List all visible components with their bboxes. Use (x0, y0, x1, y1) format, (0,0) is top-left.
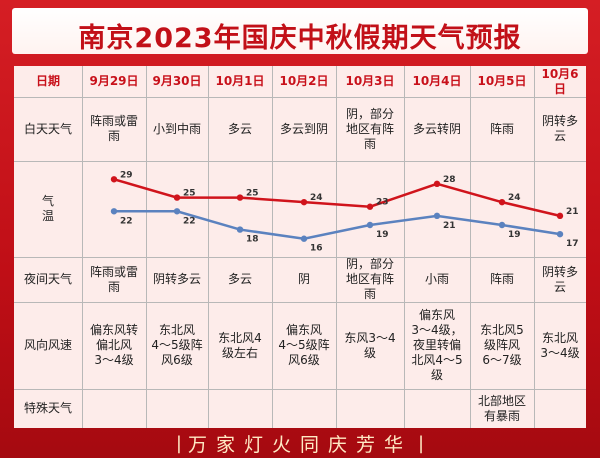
page-title: 南京2023年国庆中秋假期天气预报 (78, 23, 522, 54)
header-date-cell: 10月2日 (279, 74, 329, 88)
title-band: 南京2023年国庆中秋假期天气预报 (12, 8, 588, 54)
high-temp-label: 23 (376, 198, 389, 208)
table-column-divider (336, 66, 337, 428)
low-temp-point (366, 221, 374, 229)
header-date-cell: 10月1日 (215, 74, 265, 88)
footer-banner: | 万家灯火同庆芳华 | (0, 429, 600, 458)
wind-cell: 偏东风 3～4级， 夜里转偏 北风4～5 级 (411, 308, 463, 382)
table-row-divider (14, 389, 586, 390)
night-weather-cell: 阵雨 (489, 272, 514, 286)
day-weather-cell: 阵雨或雷 雨 (89, 114, 138, 143)
night-weather-cell: 阴，部分 地区有阵 雨 (345, 257, 394, 301)
night-weather-cell: 阴转多云 (152, 272, 201, 286)
low-temp-label: 16 (310, 244, 323, 254)
low-temp-line (114, 210, 561, 240)
table-column-divider (272, 66, 273, 428)
night-weather-cell: 阵雨或雷 雨 (89, 264, 138, 294)
day-weather-cell: 小到中雨 (152, 121, 201, 136)
high-temp-point (366, 203, 374, 210)
high-temp-label: 28 (443, 175, 456, 185)
high-temp-label: 21 (566, 207, 579, 217)
day-weather-cell: 阴，部分 地区有阵 雨 (345, 106, 394, 151)
high-temp-label: 24 (310, 193, 323, 203)
wind-cell: 东风3～4 级 (344, 330, 396, 360)
row-label-day-weather: 白天天气 (23, 121, 72, 136)
low-temp-label: 17 (566, 239, 579, 249)
table-column-divider (534, 66, 535, 428)
special-weather-cell: 北部地区 有暴雨 (477, 393, 526, 423)
low-temp-label: 19 (376, 230, 389, 240)
wind-cell: 偏东风转 偏北风 3～4级 (89, 323, 138, 367)
header-date-cell: 10月6日 (541, 66, 579, 96)
table-row-divider (14, 161, 586, 162)
wind-cell: 偏东风 4～5级阵 风6级 (278, 323, 330, 367)
table-row-divider (14, 302, 586, 303)
high-temp-point (433, 180, 441, 188)
low-temp-point (556, 230, 564, 238)
header-date-label: 日期 (35, 74, 60, 88)
night-weather-cell: 多云 (227, 272, 252, 286)
header-date-cell: 10月4日 (412, 74, 462, 88)
low-temp-label: 21 (443, 221, 456, 231)
low-temp-label: 19 (508, 230, 521, 240)
night-weather-cell: 小雨 (424, 272, 449, 286)
high-temp-point (556, 212, 564, 220)
row-label-special: 特殊天气 (23, 401, 72, 415)
wind-cell: 东北风5 级阵风 6～7级 (480, 323, 524, 367)
header-date-cell: 10月5日 (477, 74, 527, 88)
high-temp-label: 25 (246, 189, 259, 199)
footer-divider-left: | (175, 433, 182, 454)
table-row-divider (14, 257, 586, 258)
footer-slogan: 万家灯火同庆芳华 (187, 434, 412, 456)
high-temp-line (113, 178, 561, 218)
header-date-cell: 9月29日 (89, 74, 139, 88)
high-temp-point (173, 194, 181, 201)
low-temp-point (173, 208, 181, 215)
footer-divider-right: | (418, 433, 425, 454)
low-temp-point (110, 208, 118, 215)
table-column-divider (470, 66, 471, 428)
day-weather-cell: 阵雨 (489, 121, 514, 136)
header-date-cell: 10月3日 (345, 74, 395, 88)
high-temp-label: 25 (183, 189, 196, 199)
low-temp-label: 22 (183, 216, 196, 226)
header-date-cell: 9月30日 (152, 74, 202, 88)
wind-cell: 东北风 3～4级 (540, 330, 580, 360)
wind-cell: 东北风4 级左右 (218, 330, 262, 360)
day-weather-cell: 多云 (227, 121, 252, 136)
low-temp-point (300, 235, 308, 242)
night-weather-cell: 阴转多云 (541, 264, 578, 294)
low-temp-label: 22 (120, 216, 133, 226)
low-temp-point (236, 226, 244, 233)
row-label-temperature: 气 温 (41, 194, 54, 223)
row-label-night-weather: 夜间天气 (23, 272, 72, 286)
row-label-wind: 风向风速 (23, 338, 72, 352)
low-temp-point (433, 212, 441, 220)
night-weather-cell: 阴 (297, 272, 310, 286)
high-temp-point (110, 176, 118, 183)
low-temp-label: 18 (246, 235, 259, 245)
day-weather-cell: 多云到阴 (279, 121, 328, 136)
low-temp-point (498, 221, 506, 229)
table-row-divider (14, 97, 586, 98)
wind-cell: 东北风 4～5级阵 风6级 (151, 323, 203, 367)
table-column-divider (146, 66, 147, 428)
table-column-divider (208, 66, 209, 428)
high-temp-label: 29 (120, 170, 133, 180)
table-column-divider (82, 66, 83, 428)
high-temp-label: 24 (508, 193, 521, 203)
day-weather-cell: 多云转阴 (412, 121, 461, 136)
high-temp-point (236, 194, 244, 201)
high-temp-point (300, 198, 308, 206)
high-temp-point (498, 198, 506, 206)
table-column-divider (404, 66, 405, 428)
day-weather-cell: 阴转多云 (541, 114, 578, 143)
temperature-chart: 29 25 25 24 23 28 24 21 22 22 18 16 19 21 19 17 (110, 170, 579, 254)
forecast-table: 日期 9月29日 9月30日 10月1日 10月2日 10月3日 10月4日 10月5日 10月… (14, 66, 586, 428)
